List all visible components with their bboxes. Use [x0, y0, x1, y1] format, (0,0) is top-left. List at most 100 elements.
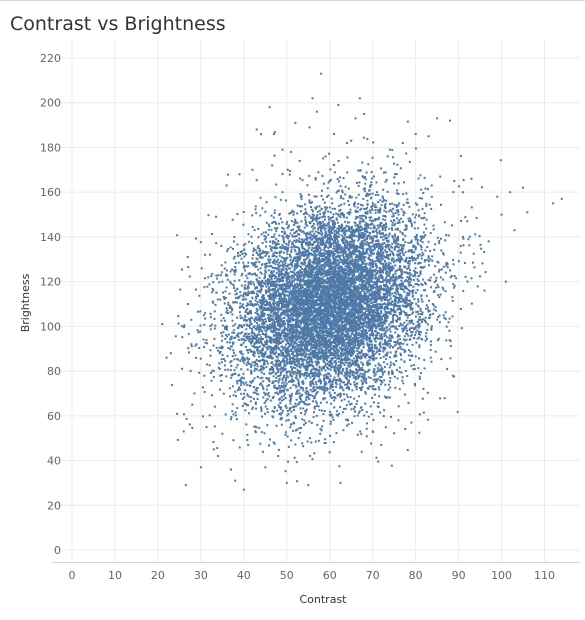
scatter-point — [306, 395, 309, 398]
scatter-point — [375, 336, 378, 339]
scatter-point — [221, 280, 224, 283]
scatter-point — [225, 184, 228, 187]
scatter-point — [375, 285, 378, 288]
scatter-point — [240, 384, 243, 387]
scatter-point — [327, 291, 330, 294]
scatter-point — [305, 235, 308, 238]
scatter-point — [283, 361, 286, 364]
scatter-point — [280, 300, 283, 303]
scatter-point — [288, 330, 291, 333]
scatter-point — [321, 316, 324, 319]
scatter-point — [293, 268, 296, 271]
scatter-point — [378, 210, 381, 213]
scatter-point — [375, 272, 378, 275]
scatter-point — [226, 368, 229, 371]
scatter-point — [470, 277, 473, 280]
scatter-point — [285, 357, 288, 360]
scatter-point — [265, 326, 268, 329]
scatter-point — [353, 381, 356, 384]
scatter-point — [392, 238, 395, 241]
scatter-point — [346, 347, 349, 350]
scatter-point — [418, 325, 421, 328]
scatter-point — [219, 350, 222, 353]
scatter-point — [247, 338, 250, 341]
scatter-point — [314, 178, 317, 181]
scatter-point — [312, 250, 315, 253]
scatter-point — [312, 397, 315, 400]
scatter-point — [387, 373, 390, 376]
scatter-point — [292, 257, 295, 260]
scatter-point — [388, 247, 391, 250]
scatter-point — [256, 387, 259, 390]
scatter-point — [375, 284, 378, 287]
scatter-point — [336, 342, 339, 345]
scatter-point — [380, 270, 383, 273]
scatter-point — [331, 341, 334, 344]
scatter-point — [407, 314, 410, 317]
scatter-point — [354, 293, 357, 296]
scatter-point — [229, 468, 232, 471]
scatter-point — [328, 332, 331, 335]
scatter-point — [344, 185, 347, 188]
scatter-point — [287, 445, 290, 448]
scatter-point — [416, 325, 419, 328]
scatter-point — [422, 278, 425, 281]
scatter-point — [282, 324, 285, 327]
scatter-point — [304, 271, 307, 274]
scatter-point — [340, 365, 343, 368]
scatter-point — [344, 289, 347, 292]
scatter-point — [440, 268, 443, 271]
scatter-point — [395, 237, 398, 240]
scatter-point — [253, 320, 256, 323]
scatter-point — [320, 248, 323, 251]
scatter-point — [398, 299, 401, 302]
scatter-point — [304, 409, 307, 412]
scatter-point — [262, 306, 265, 309]
scatter-point — [246, 324, 249, 327]
scatter-point — [388, 270, 391, 273]
scatter-point — [336, 279, 339, 282]
scatter-point — [350, 276, 353, 279]
scatter-point — [202, 338, 205, 341]
scatter-point — [346, 266, 349, 269]
scatter-point — [344, 345, 347, 348]
scatter-point — [188, 275, 191, 278]
scatter-point — [225, 273, 228, 276]
scatter-point — [381, 246, 384, 249]
scatter-point — [371, 230, 374, 233]
scatter-point — [309, 216, 312, 219]
scatter-point — [283, 338, 286, 341]
scatter-point — [398, 268, 401, 271]
scatter-point — [275, 364, 278, 367]
scatter-point — [347, 400, 350, 403]
scatter-point — [379, 207, 382, 210]
scatter-point — [395, 217, 398, 220]
scatter-point — [360, 272, 363, 275]
scatter-point — [273, 324, 276, 327]
scatter-point — [240, 337, 243, 340]
scatter-point — [309, 394, 312, 397]
scatter-point — [466, 220, 469, 223]
scatter-point — [362, 337, 365, 340]
scatter-point — [211, 369, 214, 372]
y-tick-label: 140 — [40, 231, 61, 244]
scatter-point — [383, 265, 386, 268]
scatter-point — [262, 337, 265, 340]
scatter-point — [376, 209, 379, 212]
scatter-point — [371, 343, 374, 346]
scatter-point — [382, 350, 385, 353]
scatter-point — [282, 302, 285, 305]
scatter-point — [291, 241, 294, 244]
scatter-point — [230, 376, 233, 379]
scatter-point — [421, 207, 424, 210]
scatter-point — [292, 330, 295, 333]
scatter-point — [324, 363, 327, 366]
scatter-point — [283, 251, 286, 254]
scatter-point — [324, 369, 327, 372]
scatter-point — [449, 119, 452, 122]
scatter-point — [366, 238, 369, 241]
scatter-point — [255, 251, 258, 254]
scatter-point — [381, 381, 384, 384]
scatter-point — [410, 421, 413, 424]
scatter-point — [369, 273, 372, 276]
